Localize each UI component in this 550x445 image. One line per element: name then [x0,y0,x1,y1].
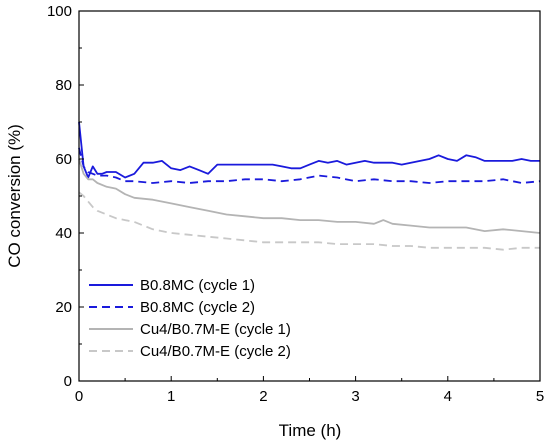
x-tick-label: 1 [167,388,175,405]
axes: 0 1 2 3 4 5 0 20 40 60 80 100 [47,3,544,405]
x-tick-label: 2 [259,388,267,405]
series-line-2 [78,147,541,184]
legend-label-1: B0.8MC (cycle 1) [140,277,255,294]
y-axis-title: CO conversion (%) [5,124,24,268]
y-tick-label: 100 [47,3,72,20]
x-axis-title: Time (h) [279,421,342,440]
series-line-4 [78,191,540,251]
y-tick-label: 20 [55,299,72,316]
legend: B0.8MC (cycle 1) B0.8MC (cycle 2) Cu4/B0.7… [89,277,291,360]
y-tick-label: 60 [55,151,72,168]
y-tick-label: 0 [64,373,72,390]
series-line-1 [78,121,540,179]
y-tick-label: 80 [55,77,72,94]
plot-area [78,121,541,251]
series-line-3 [78,158,541,234]
legend-label-4: Cu4/B0.7M-E (cycle 2) [140,343,291,360]
x-tick-label: 3 [351,388,359,405]
x-tick-label: 5 [536,388,544,405]
y-tick-label: 40 [55,225,72,242]
legend-label-3: Cu4/B0.7M-E (cycle 1) [140,321,291,338]
x-tick-label: 4 [444,388,452,405]
x-tick-label: 0 [75,388,83,405]
legend-label-2: B0.8MC (cycle 2) [140,299,255,316]
